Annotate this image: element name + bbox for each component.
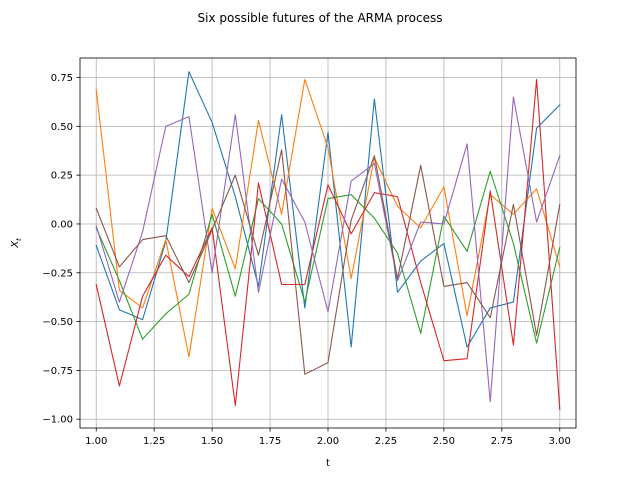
y-axis: −1.00 −0.75 −0.50 −0.25 0.00 0.25 0.50 0.75 <box>42 73 80 426</box>
x-tick-label: 2.25 <box>375 436 397 447</box>
y-axis-label-subscript: t <box>15 238 23 241</box>
series-line-5 <box>95 96 561 403</box>
series-line-4 <box>95 78 561 411</box>
y-tick-label: −0.50 <box>42 317 73 328</box>
series-line-3 <box>95 170 561 344</box>
y-tick-label: −0.25 <box>42 268 73 279</box>
x-tick-label: 2.00 <box>317 436 339 447</box>
x-tick-label: 1.75 <box>259 436 281 447</box>
x-tick-label: 2.75 <box>491 436 513 447</box>
y-tick-label: 0.50 <box>51 122 73 133</box>
y-tick-label: 0.25 <box>51 171 73 182</box>
y-tick-label: 0.75 <box>51 73 73 84</box>
y-tick-label: −1.00 <box>42 415 73 426</box>
y-tick-label: −0.75 <box>42 366 73 377</box>
x-axis: 1.00 1.25 1.50 1.75 2.00 2.25 2.50 2.75 3.00 <box>85 428 571 447</box>
y-axis-label-main: X <box>10 240 21 249</box>
x-tick-label: 1.50 <box>201 436 223 447</box>
y-tick-label: 0.00 <box>51 219 73 230</box>
series-line-6 <box>95 149 561 375</box>
chart-title: Six possible futures of the ARMA process <box>198 11 443 25</box>
x-axis-label: t <box>326 458 330 469</box>
grid <box>80 58 576 428</box>
x-tick-label: 1.00 <box>85 436 107 447</box>
x-tick-label: 2.50 <box>433 436 455 447</box>
series-group <box>95 71 561 411</box>
y-axis-label: Xt <box>10 238 23 249</box>
x-tick-label: 3.00 <box>549 436 571 447</box>
series-line-2 <box>95 78 561 358</box>
x-tick-label: 1.25 <box>143 436 165 447</box>
